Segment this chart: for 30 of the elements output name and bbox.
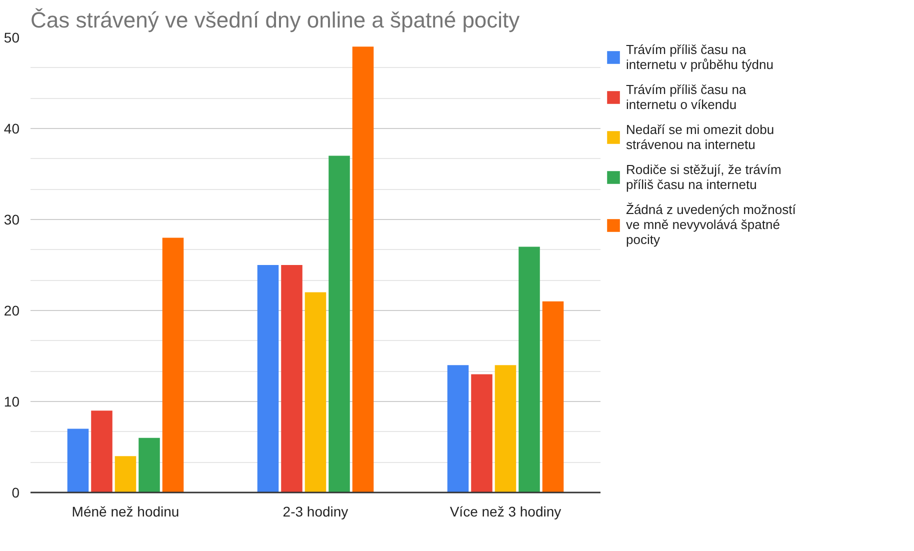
y-tick-label: 40 [4,120,20,136]
bar [542,301,564,492]
bar [114,456,136,492]
bar [447,365,469,492]
bar [328,156,350,492]
legend-label: Trávím příliš času na internetu v průběhu týdnu [626,42,774,72]
bar [67,428,89,492]
bar [304,292,326,492]
y-tick-label: 50 [4,30,20,46]
legend-label: Žádná z uvedených možností ve mně nevyvolává špatné pocity [626,202,796,247]
bar [91,410,112,492]
y-tick-label: 20 [4,302,20,318]
x-tick-label: Více než 3 hodiny [450,504,562,520]
legend-label: Trávím příliš času na internetu o víkendu [626,82,746,112]
bar [257,265,279,492]
bar [281,265,302,492]
x-tick-label: 2-3 hodiny [282,504,348,520]
y-tick-label: 10 [4,394,20,410]
bar [162,238,184,492]
bar [138,438,160,492]
legend-label: Rodiče si stěžují, že trávím příliš času na internetu [626,162,782,192]
chart-title: Čas strávený ve všední dny online a špatné pocity [30,8,520,32]
bar [471,374,492,492]
legend-label: Nedaří se mi omezit dobu strávenou na internetu [626,122,774,152]
y-tick-label: 0 [12,484,20,500]
y-tick-label: 30 [4,212,20,228]
bar [518,246,540,492]
bar [494,365,516,492]
x-tick-label: Méně než hodinu [72,504,180,520]
bar [352,46,374,492]
